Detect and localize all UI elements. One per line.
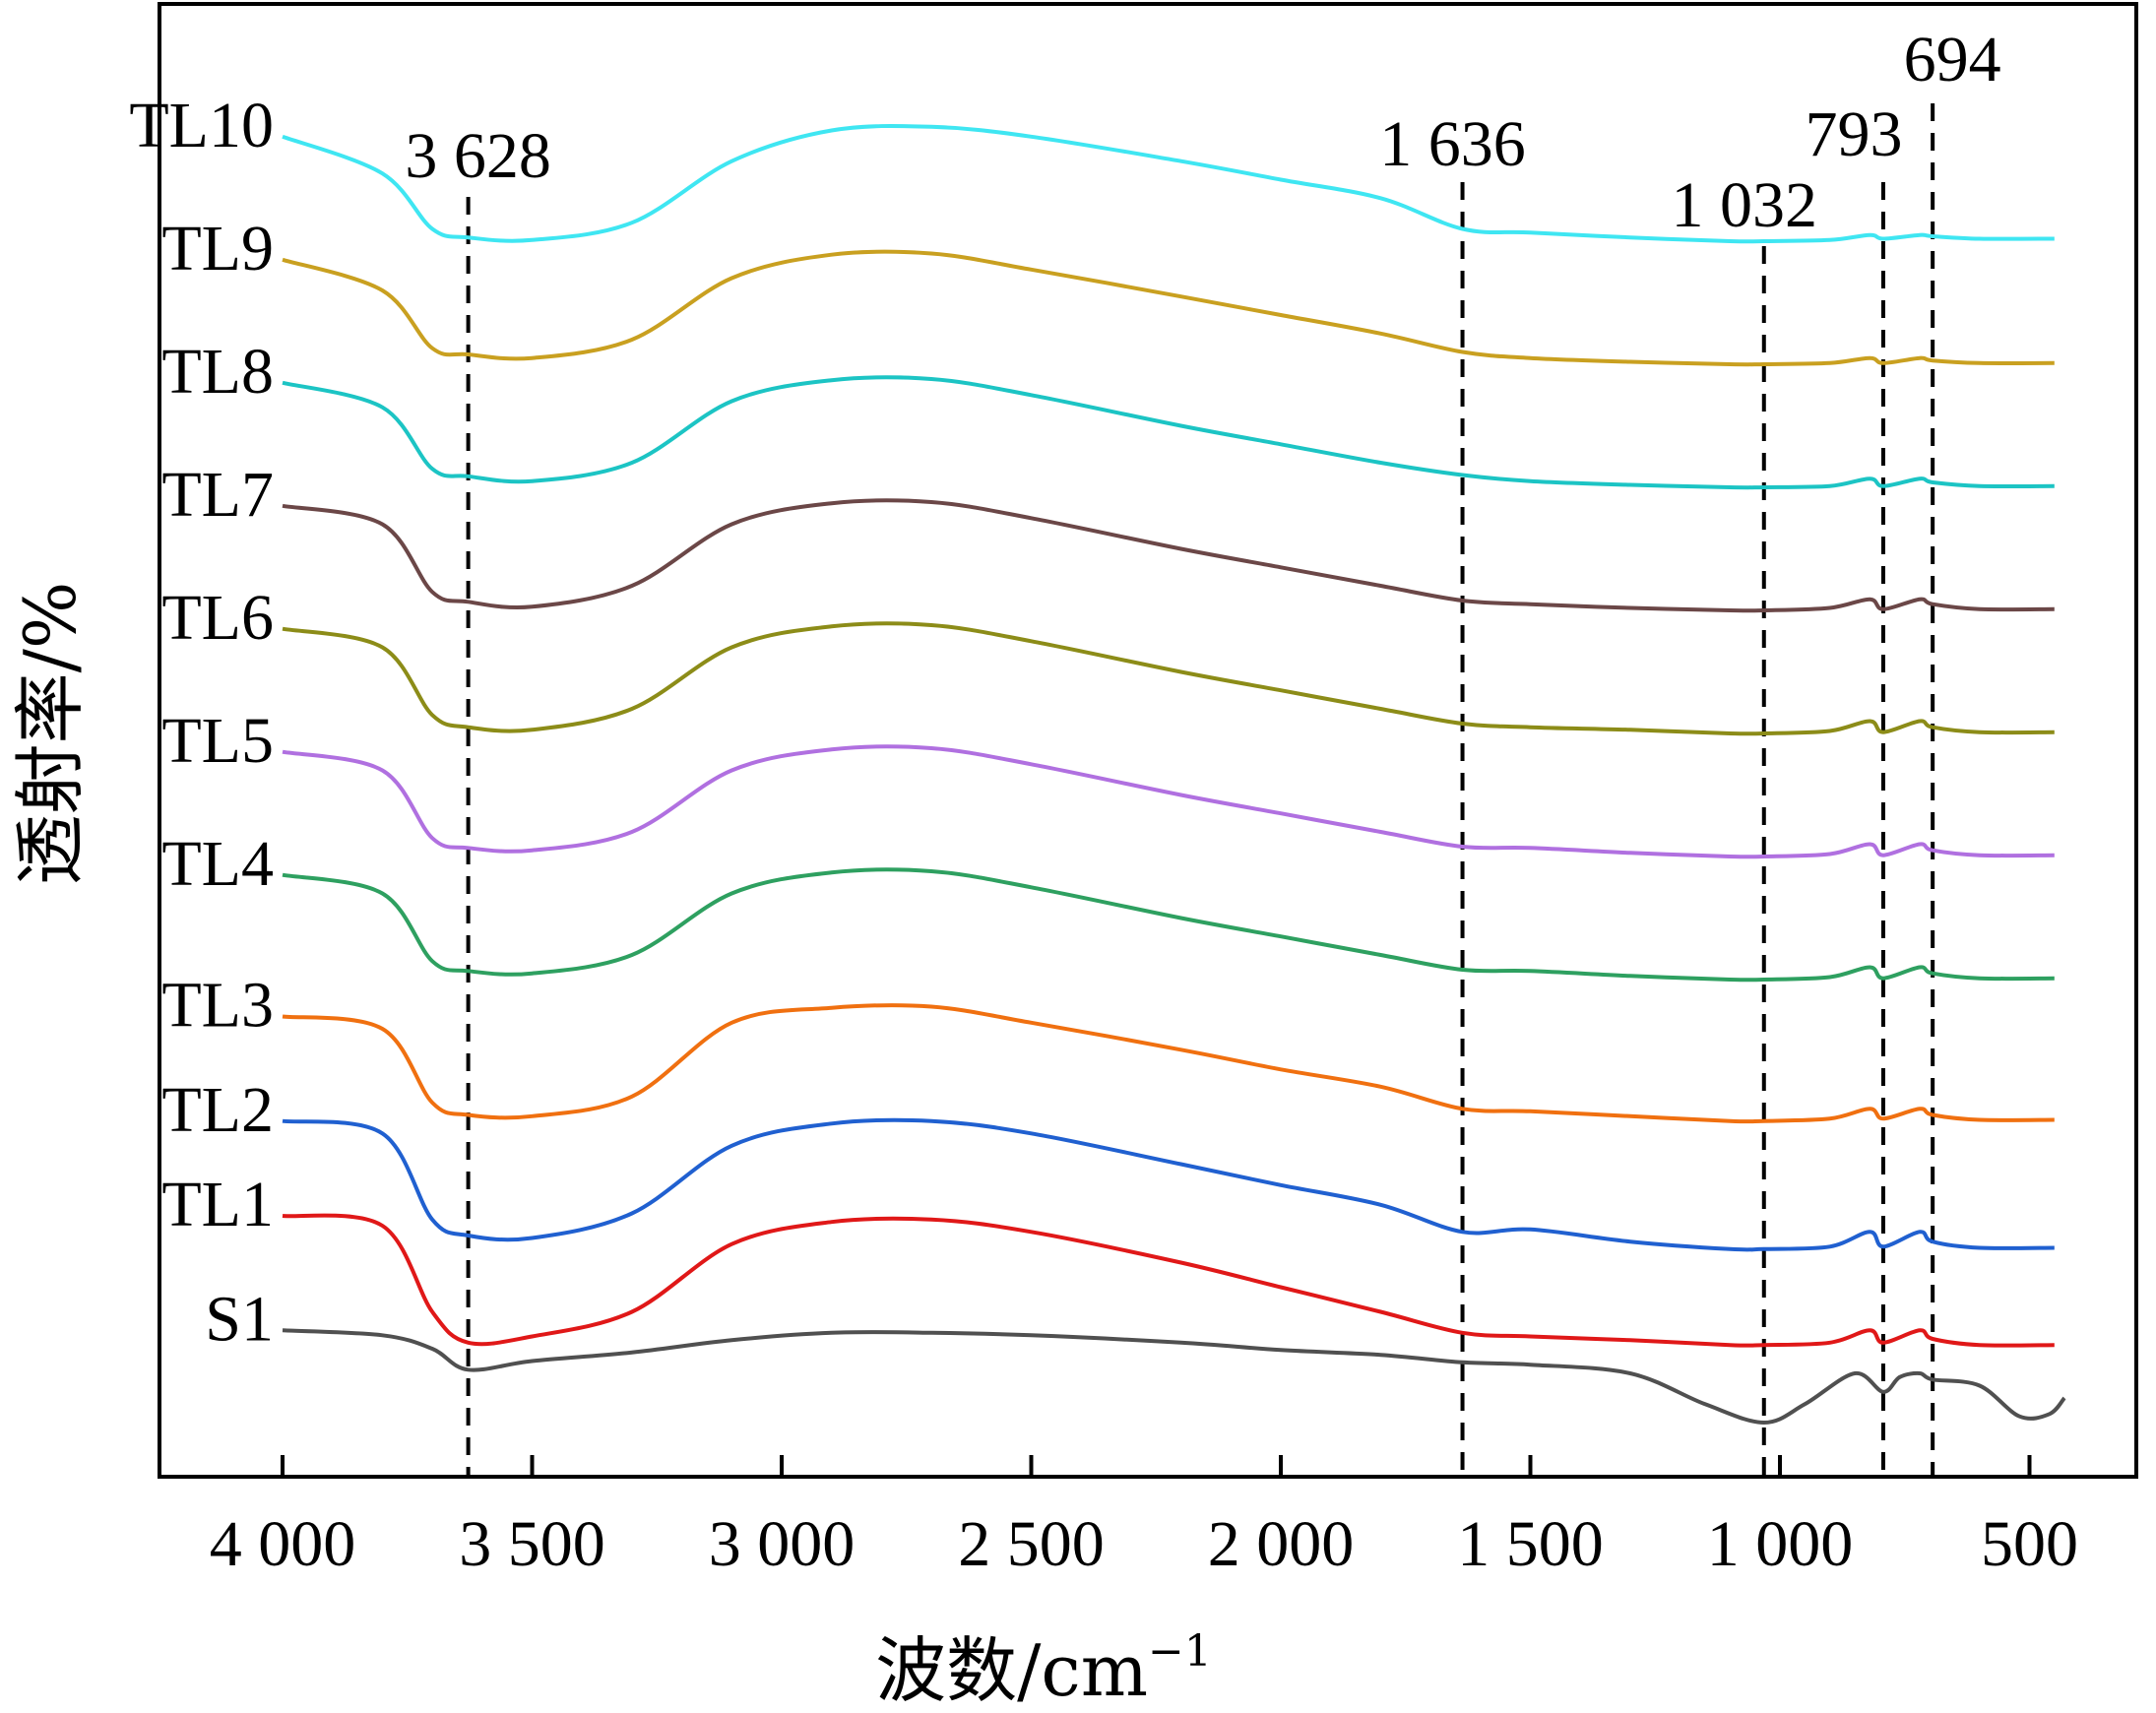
series-group <box>282 123 2066 1425</box>
series-line-tl10 <box>282 123 2055 244</box>
series-line-tl6 <box>282 621 2055 736</box>
curve-label-tl4: TL4 <box>161 828 274 900</box>
x-tick-label-7: 500 <box>1981 1508 2078 1580</box>
series-line-tl7 <box>282 498 2055 613</box>
peak-marker-group <box>466 103 1935 1475</box>
curve-label-tl5: TL5 <box>161 705 274 777</box>
curve-label-tl7: TL7 <box>161 459 274 531</box>
x-tick-label-4: 2 000 <box>1208 1508 1355 1580</box>
x-tick-group: 4 000 3 500 3 000 2 500 2 000 1 500 1 000 500 <box>210 1455 2078 1580</box>
series-line-tl8 <box>282 375 2055 490</box>
x-tick-label-0: 4 000 <box>210 1508 356 1580</box>
curve-label-tl10: TL10 <box>129 90 274 161</box>
curve-label-tl9: TL9 <box>161 213 274 285</box>
series-line-tl2 <box>282 1117 2055 1252</box>
plot-frame <box>158 2 2138 1479</box>
x-tick-label-1: 3 500 <box>459 1508 605 1580</box>
peak-label-4: 694 <box>1904 24 2001 95</box>
peak-label-1: 1 636 <box>1379 108 1526 180</box>
x-tick-label-6: 1 000 <box>1707 1508 1854 1580</box>
x-tick-label-3: 2 500 <box>958 1508 1105 1580</box>
curve-label-group: TL10 TL9 TL8 TL7 TL6 TL5 TL4 TL3 TL2 TL1 S1 <box>129 90 274 1356</box>
x-axis-title: 波数/cm−1 <box>875 1626 1212 1712</box>
peak-label-3: 793 <box>1805 98 1902 170</box>
y-axis-title: 透射率/% <box>9 582 92 886</box>
curve-label-s1: S1 <box>205 1283 274 1355</box>
series-line-tl1 <box>282 1213 2055 1348</box>
curve-label-tl3: TL3 <box>161 970 274 1042</box>
curve-label-tl1: TL1 <box>161 1169 274 1240</box>
series-line-tl3 <box>282 1003 2055 1124</box>
curve-label-tl8: TL8 <box>161 336 274 408</box>
peak-label-2: 1 032 <box>1672 169 1818 241</box>
series-line-tl4 <box>282 867 2055 983</box>
x-tick-label-5: 1 500 <box>1457 1508 1604 1580</box>
curve-label-tl2: TL2 <box>161 1074 274 1146</box>
curve-label-tl6: TL6 <box>161 582 274 654</box>
peak-label-0: 3 628 <box>405 120 551 192</box>
series-line-tl9 <box>282 249 2055 367</box>
x-tick-label-2: 3 000 <box>709 1508 856 1580</box>
series-line-tl5 <box>282 744 2055 859</box>
series-line-s1 <box>282 1328 2066 1425</box>
